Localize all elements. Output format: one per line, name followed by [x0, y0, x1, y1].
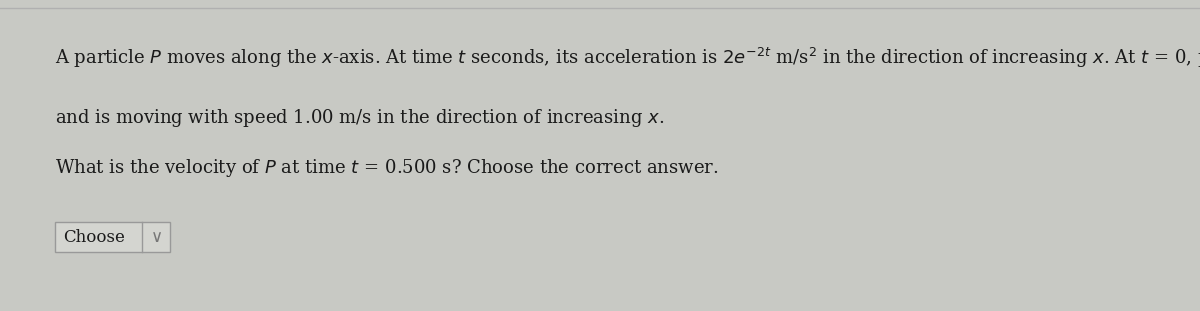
Text: ∨: ∨ [151, 228, 163, 246]
Text: Choose: Choose [64, 229, 125, 245]
FancyBboxPatch shape [55, 222, 170, 252]
Text: and is moving with speed 1.00 m/s in the direction of increasing $\mathit{x}$.: and is moving with speed 1.00 m/s in the… [55, 107, 664, 129]
Text: What is the velocity of $\mathit{P}$ at time $\mathit{t}$ = 0.500 s? Choose the : What is the velocity of $\mathit{P}$ at … [55, 157, 719, 179]
Text: A particle $\mathit{P}$ moves along the $\mathit{x}$-axis. At time $\mathit{t}$ : A particle $\mathit{P}$ moves along the … [55, 46, 1200, 70]
